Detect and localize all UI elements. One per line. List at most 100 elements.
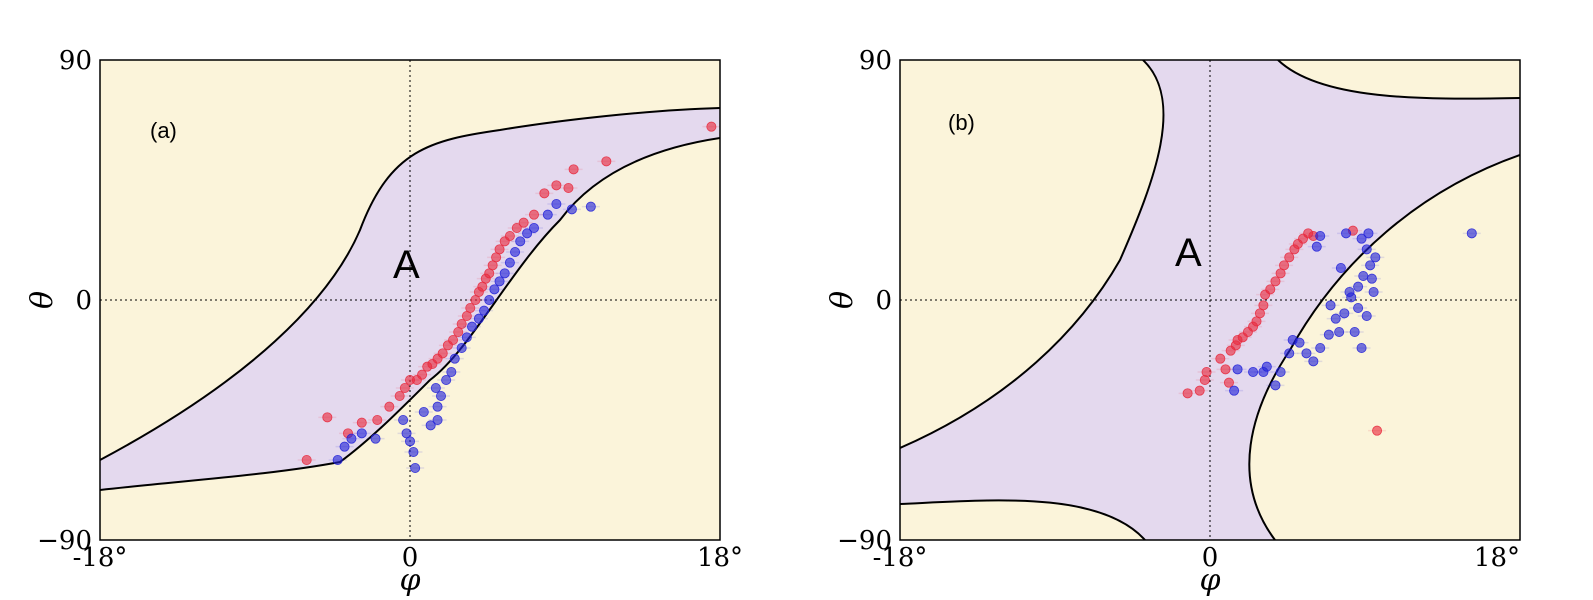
panel-a-lower-boundary bbox=[100, 137, 720, 491]
panel-b-blue-point-11 bbox=[1308, 356, 1319, 367]
panel-b-left-upper-boundary bbox=[900, 60, 1165, 449]
panel-a-ylabel: θ bbox=[25, 291, 60, 309]
panel-a-red-point-10 bbox=[417, 369, 428, 380]
panel-a-blue-point-9 bbox=[408, 446, 419, 457]
panel-a-blue-point-30 bbox=[515, 236, 526, 247]
panel-a-red-point-35 bbox=[551, 180, 562, 191]
panel-a-blue-point-23 bbox=[479, 305, 490, 316]
panel-b-red-point-0 bbox=[1182, 388, 1193, 399]
panel-b-blue-point-20 bbox=[1365, 260, 1376, 271]
panel-a-upper-boundary bbox=[100, 107, 720, 461]
panel-a-red-point-38 bbox=[601, 156, 612, 167]
panel-b-left-lower-boundary bbox=[900, 499, 1146, 540]
panel-a-red-point-1 bbox=[322, 412, 333, 423]
panel-a-blue-point-24 bbox=[484, 294, 495, 305]
panel-a-xtick-mid: 0 bbox=[402, 543, 419, 573]
panel-b-blue-point-2 bbox=[1248, 366, 1259, 377]
panel-a-blue-point-13 bbox=[432, 401, 443, 412]
panel-b-red-point-17 bbox=[1265, 284, 1276, 295]
panel-b-xlabel: φ bbox=[1199, 563, 1220, 598]
panel-b-blue-point-1 bbox=[1232, 364, 1243, 375]
panel-a-blue-point-12 bbox=[432, 414, 443, 425]
panel-a-red-point-18 bbox=[456, 318, 467, 329]
panel-a-blue-point-36 bbox=[585, 201, 596, 212]
panel-b-blue-point-24 bbox=[1341, 228, 1352, 239]
panel-a-red-point-36 bbox=[563, 182, 574, 193]
panel-a-red-point-33 bbox=[529, 209, 540, 220]
panel-b-blue-point-5 bbox=[1270, 380, 1281, 391]
panel-b-blue-point-15 bbox=[1334, 326, 1345, 337]
panel-b-blue-point-16 bbox=[1339, 308, 1350, 319]
panel-a-red-point-5 bbox=[384, 401, 395, 412]
panel-b-blue-point-30 bbox=[1368, 286, 1379, 297]
panel-b-blue-point-32 bbox=[1315, 230, 1326, 241]
panel-a-blue-point-14 bbox=[435, 390, 446, 401]
panel-a-region-label: A bbox=[393, 243, 420, 287]
panel-a: (a) A 90 0 −90 -18° 0 18° φ θ bbox=[25, 46, 743, 598]
panel-b-blue-point-36 bbox=[1353, 302, 1364, 313]
panel-a-blue-point-1 bbox=[339, 441, 350, 452]
panel-a-blue-point-27 bbox=[499, 268, 510, 279]
panel-b-blue-point-9 bbox=[1294, 337, 1305, 348]
panel-a-red-point-0 bbox=[301, 454, 312, 465]
panel-a-red-point-37 bbox=[568, 164, 579, 175]
panel-b-red-point-21 bbox=[1284, 252, 1295, 263]
panel-b-blue-point-23 bbox=[1356, 233, 1367, 244]
panel-b-right-upper-boundary bbox=[1277, 60, 1520, 100]
panel-b-red-point-6 bbox=[1223, 377, 1234, 388]
panel-a-blue-point-0 bbox=[332, 454, 343, 465]
panel-b-blue-point-26 bbox=[1361, 310, 1372, 321]
panel-b-blue-point-0 bbox=[1229, 385, 1240, 396]
panel-a-xlabel: φ bbox=[399, 563, 420, 598]
panel-b-red-point-20 bbox=[1279, 260, 1290, 271]
panel-b-blue-point-14 bbox=[1330, 313, 1341, 324]
panel-a-red-point-31 bbox=[511, 222, 522, 233]
panel-b-xtick-right: 18° bbox=[1474, 543, 1520, 573]
panel-b-blue-point-7 bbox=[1284, 348, 1295, 359]
panel-a-blue-point-21 bbox=[466, 321, 477, 332]
panel-b-xtick-left: -18° bbox=[873, 543, 928, 573]
panel-b-blue-point-37 bbox=[1356, 342, 1367, 353]
panel-a-xtick-left: -18° bbox=[73, 543, 128, 573]
panel-a-red-point-4 bbox=[372, 414, 383, 425]
panel-b-ytick-bottom: −90 bbox=[837, 526, 892, 556]
panel-b-xtick-mid: 0 bbox=[1202, 543, 1219, 573]
panel-b-ytick-mid: 0 bbox=[875, 286, 892, 316]
panel-a-ytick-bottom: −90 bbox=[37, 526, 92, 556]
panel-a-blue-point-8 bbox=[410, 462, 421, 473]
panel-b: (b) A 90 0 −90 -18° 0 18° φ θ bbox=[825, 46, 1521, 598]
panel-b-blue-point-29 bbox=[1344, 286, 1355, 297]
panel-a-blue-point-29 bbox=[510, 246, 521, 257]
panel-a-blue-point-4 bbox=[370, 433, 381, 444]
panel-a-blue-point-32 bbox=[529, 222, 540, 233]
panel-a-blue-point-3 bbox=[356, 428, 367, 439]
panel-a-blue-point-19 bbox=[456, 342, 467, 353]
panel-a-blue-point-28 bbox=[504, 257, 515, 268]
panel-b-blue-point-27 bbox=[1349, 326, 1360, 337]
panel-b-frame bbox=[899, 59, 1521, 541]
panel-b-red-point-1 bbox=[1194, 385, 1205, 396]
panel-a-blue-point-18 bbox=[449, 353, 460, 364]
panel-a-red-point-39 bbox=[706, 121, 717, 132]
panel-b-red-point-4 bbox=[1215, 353, 1226, 364]
panel-a-red-point-28 bbox=[494, 244, 505, 255]
panel-a-frame bbox=[99, 59, 721, 541]
panel-a-points bbox=[297, 121, 720, 473]
panel-a-red-point-30 bbox=[504, 230, 515, 241]
panel-b-red-point-18 bbox=[1270, 276, 1281, 287]
panel-a-blue-point-25 bbox=[489, 284, 500, 295]
panel-b-blue-point-25 bbox=[1311, 241, 1322, 252]
panel-a-label: (a) bbox=[150, 118, 177, 143]
panel-a-blue-point-11 bbox=[425, 420, 436, 431]
panel-b-ylabel: θ bbox=[825, 291, 860, 309]
panel-a-blue-point-2 bbox=[346, 433, 357, 444]
panel-b-blue-point-34 bbox=[1363, 228, 1374, 239]
panel-a-red-point-7 bbox=[399, 382, 410, 393]
panel-b-blue-point-6 bbox=[1275, 366, 1286, 377]
panel-a-blue-point-26 bbox=[494, 276, 505, 287]
panel-a-ytick-mid: 0 bbox=[75, 286, 92, 316]
panel-a-xtick-right: 18° bbox=[697, 543, 743, 573]
panel-b-blue-point-28 bbox=[1325, 300, 1336, 311]
panel-b-blue-point-21 bbox=[1370, 252, 1381, 263]
